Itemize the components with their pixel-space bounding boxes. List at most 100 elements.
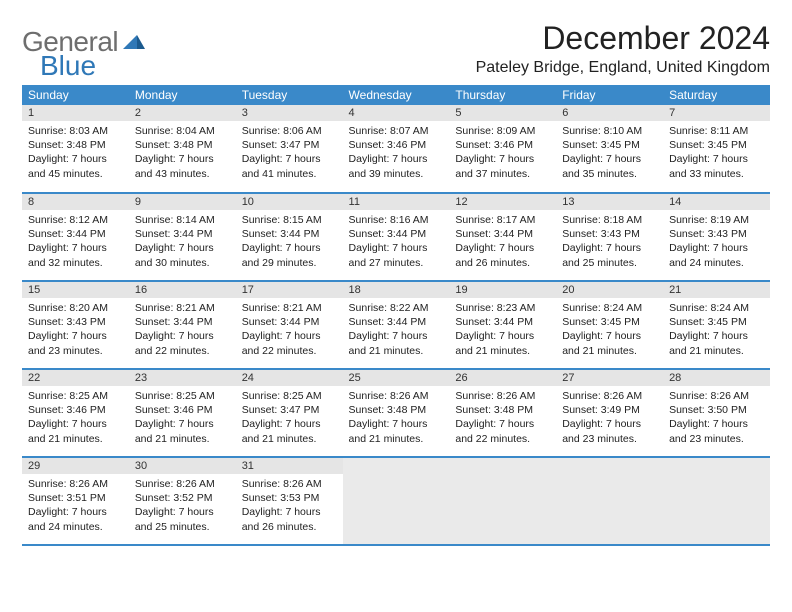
day-details: Sunrise: 8:22 AMSunset: 3:44 PMDaylight:… (343, 298, 450, 363)
calendar-cell: 21Sunrise: 8:24 AMSunset: 3:45 PMDayligh… (663, 281, 770, 369)
day-number: 15 (22, 282, 129, 298)
calendar-cell: 11Sunrise: 8:16 AMSunset: 3:44 PMDayligh… (343, 193, 450, 281)
day-number: 4 (343, 105, 450, 121)
day-number: 10 (236, 194, 343, 210)
day-details: Sunrise: 8:25 AMSunset: 3:47 PMDaylight:… (236, 386, 343, 451)
day-number: 21 (663, 282, 770, 298)
day-number: 18 (343, 282, 450, 298)
day-details: Sunrise: 8:26 AMSunset: 3:48 PMDaylight:… (343, 386, 450, 451)
day-details: Sunrise: 8:14 AMSunset: 3:44 PMDaylight:… (129, 210, 236, 275)
calendar-cell: 14Sunrise: 8:19 AMSunset: 3:43 PMDayligh… (663, 193, 770, 281)
day-details: Sunrise: 8:26 AMSunset: 3:49 PMDaylight:… (556, 386, 663, 451)
calendar-cell: 15Sunrise: 8:20 AMSunset: 3:43 PMDayligh… (22, 281, 129, 369)
day-details: Sunrise: 8:21 AMSunset: 3:44 PMDaylight:… (129, 298, 236, 363)
calendar-cell: 12Sunrise: 8:17 AMSunset: 3:44 PMDayligh… (449, 193, 556, 281)
day-number: 30 (129, 458, 236, 474)
day-details: Sunrise: 8:06 AMSunset: 3:47 PMDaylight:… (236, 121, 343, 186)
day-details: Sunrise: 8:11 AMSunset: 3:45 PMDaylight:… (663, 121, 770, 186)
day-details: Sunrise: 8:12 AMSunset: 3:44 PMDaylight:… (22, 210, 129, 275)
day-number: 13 (556, 194, 663, 210)
day-details: Sunrise: 8:10 AMSunset: 3:45 PMDaylight:… (556, 121, 663, 186)
day-number: 24 (236, 370, 343, 386)
calendar-cell (663, 457, 770, 545)
day-number: 6 (556, 105, 663, 121)
day-details: Sunrise: 8:19 AMSunset: 3:43 PMDaylight:… (663, 210, 770, 275)
day-number: 31 (236, 458, 343, 474)
calendar-cell: 18Sunrise: 8:22 AMSunset: 3:44 PMDayligh… (343, 281, 450, 369)
day-number: 28 (663, 370, 770, 386)
day-details: Sunrise: 8:26 AMSunset: 3:52 PMDaylight:… (129, 474, 236, 539)
calendar-cell: 16Sunrise: 8:21 AMSunset: 3:44 PMDayligh… (129, 281, 236, 369)
day-number: 20 (556, 282, 663, 298)
day-number: 1 (22, 105, 129, 121)
day-number: 2 (129, 105, 236, 121)
day-number: 27 (556, 370, 663, 386)
day-number: 12 (449, 194, 556, 210)
calendar-cell (449, 457, 556, 545)
calendar-cell: 24Sunrise: 8:25 AMSunset: 3:47 PMDayligh… (236, 369, 343, 457)
weekday-header: Monday (129, 85, 236, 105)
calendar-header-row: SundayMondayTuesdayWednesdayThursdayFrid… (22, 85, 770, 105)
calendar-cell: 13Sunrise: 8:18 AMSunset: 3:43 PMDayligh… (556, 193, 663, 281)
day-number: 3 (236, 105, 343, 121)
day-number: 29 (22, 458, 129, 474)
calendar-cell: 2Sunrise: 8:04 AMSunset: 3:48 PMDaylight… (129, 105, 236, 193)
day-number: 23 (129, 370, 236, 386)
day-details: Sunrise: 8:25 AMSunset: 3:46 PMDaylight:… (22, 386, 129, 451)
calendar-cell: 30Sunrise: 8:26 AMSunset: 3:52 PMDayligh… (129, 457, 236, 545)
day-details: Sunrise: 8:16 AMSunset: 3:44 PMDaylight:… (343, 210, 450, 275)
day-details: Sunrise: 8:25 AMSunset: 3:46 PMDaylight:… (129, 386, 236, 451)
calendar-cell: 8Sunrise: 8:12 AMSunset: 3:44 PMDaylight… (22, 193, 129, 281)
calendar-cell: 5Sunrise: 8:09 AMSunset: 3:46 PMDaylight… (449, 105, 556, 193)
day-details: Sunrise: 8:15 AMSunset: 3:44 PMDaylight:… (236, 210, 343, 275)
calendar-cell: 20Sunrise: 8:24 AMSunset: 3:45 PMDayligh… (556, 281, 663, 369)
day-number: 8 (22, 194, 129, 210)
day-number: 14 (663, 194, 770, 210)
day-details: Sunrise: 8:04 AMSunset: 3:48 PMDaylight:… (129, 121, 236, 186)
day-details: Sunrise: 8:20 AMSunset: 3:43 PMDaylight:… (22, 298, 129, 363)
calendar-cell: 6Sunrise: 8:10 AMSunset: 3:45 PMDaylight… (556, 105, 663, 193)
day-details: Sunrise: 8:24 AMSunset: 3:45 PMDaylight:… (556, 298, 663, 363)
calendar-cell (343, 457, 450, 545)
day-details: Sunrise: 8:07 AMSunset: 3:46 PMDaylight:… (343, 121, 450, 186)
calendar-cell: 23Sunrise: 8:25 AMSunset: 3:46 PMDayligh… (129, 369, 236, 457)
day-details: Sunrise: 8:09 AMSunset: 3:46 PMDaylight:… (449, 121, 556, 186)
month-title: December 2024 (476, 20, 770, 57)
calendar-body: 1Sunrise: 8:03 AMSunset: 3:48 PMDaylight… (22, 105, 770, 545)
day-number: 22 (22, 370, 129, 386)
day-details: Sunrise: 8:26 AMSunset: 3:48 PMDaylight:… (449, 386, 556, 451)
location-subtitle: Pateley Bridge, England, United Kingdom (476, 59, 770, 77)
brand-triangle-icon (123, 33, 145, 56)
day-number: 7 (663, 105, 770, 121)
page-header: General December 2024 Pateley Bridge, En… (22, 20, 770, 77)
calendar-cell: 9Sunrise: 8:14 AMSunset: 3:44 PMDaylight… (129, 193, 236, 281)
day-number: 25 (343, 370, 450, 386)
weekday-header: Friday (556, 85, 663, 105)
calendar-table: SundayMondayTuesdayWednesdayThursdayFrid… (22, 85, 770, 546)
calendar-cell: 10Sunrise: 8:15 AMSunset: 3:44 PMDayligh… (236, 193, 343, 281)
calendar-cell: 26Sunrise: 8:26 AMSunset: 3:48 PMDayligh… (449, 369, 556, 457)
calendar-cell: 29Sunrise: 8:26 AMSunset: 3:51 PMDayligh… (22, 457, 129, 545)
day-number: 9 (129, 194, 236, 210)
day-number: 26 (449, 370, 556, 386)
calendar-cell (556, 457, 663, 545)
brand-blue: Blue (40, 50, 96, 82)
weekday-header: Saturday (663, 85, 770, 105)
calendar-cell: 25Sunrise: 8:26 AMSunset: 3:48 PMDayligh… (343, 369, 450, 457)
day-number: 19 (449, 282, 556, 298)
calendar-cell: 1Sunrise: 8:03 AMSunset: 3:48 PMDaylight… (22, 105, 129, 193)
calendar-cell: 31Sunrise: 8:26 AMSunset: 3:53 PMDayligh… (236, 457, 343, 545)
weekday-header: Thursday (449, 85, 556, 105)
calendar-cell: 22Sunrise: 8:25 AMSunset: 3:46 PMDayligh… (22, 369, 129, 457)
title-block: December 2024 Pateley Bridge, England, U… (476, 20, 770, 77)
calendar-cell: 7Sunrise: 8:11 AMSunset: 3:45 PMDaylight… (663, 105, 770, 193)
day-number: 17 (236, 282, 343, 298)
day-details: Sunrise: 8:26 AMSunset: 3:51 PMDaylight:… (22, 474, 129, 539)
calendar-cell: 28Sunrise: 8:26 AMSunset: 3:50 PMDayligh… (663, 369, 770, 457)
weekday-header: Tuesday (236, 85, 343, 105)
day-details: Sunrise: 8:26 AMSunset: 3:53 PMDaylight:… (236, 474, 343, 539)
weekday-header: Sunday (22, 85, 129, 105)
day-number: 5 (449, 105, 556, 121)
weekday-header: Wednesday (343, 85, 450, 105)
day-number: 16 (129, 282, 236, 298)
